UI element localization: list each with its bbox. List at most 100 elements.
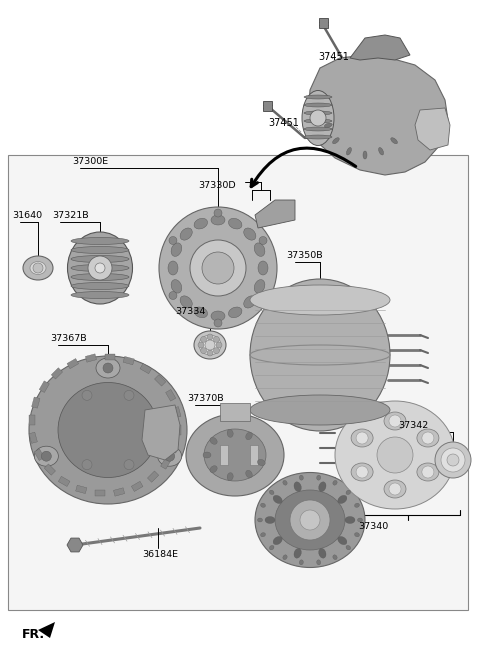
Circle shape bbox=[207, 350, 213, 356]
Bar bbox=[155, 374, 166, 386]
Text: 37451: 37451 bbox=[268, 118, 299, 128]
Ellipse shape bbox=[254, 243, 265, 256]
Ellipse shape bbox=[71, 246, 129, 254]
Bar bbox=[85, 354, 96, 362]
Ellipse shape bbox=[347, 148, 351, 155]
Circle shape bbox=[447, 454, 459, 466]
Ellipse shape bbox=[294, 549, 301, 558]
Ellipse shape bbox=[300, 475, 303, 480]
Ellipse shape bbox=[171, 280, 182, 293]
Ellipse shape bbox=[244, 228, 256, 240]
Polygon shape bbox=[415, 108, 450, 150]
Circle shape bbox=[435, 442, 471, 478]
Ellipse shape bbox=[227, 430, 233, 438]
Bar bbox=[147, 471, 159, 482]
Text: 36184E: 36184E bbox=[142, 550, 178, 559]
Ellipse shape bbox=[30, 261, 46, 275]
Ellipse shape bbox=[302, 91, 334, 145]
Ellipse shape bbox=[304, 95, 332, 99]
Ellipse shape bbox=[283, 555, 287, 560]
Circle shape bbox=[214, 209, 222, 217]
Ellipse shape bbox=[333, 480, 337, 485]
Ellipse shape bbox=[355, 503, 360, 507]
Ellipse shape bbox=[257, 459, 265, 466]
Text: 37370B: 37370B bbox=[187, 394, 224, 403]
Ellipse shape bbox=[210, 438, 217, 444]
Circle shape bbox=[389, 483, 401, 495]
Ellipse shape bbox=[265, 516, 275, 524]
Circle shape bbox=[377, 437, 413, 473]
Circle shape bbox=[201, 348, 206, 353]
Bar bbox=[263, 101, 272, 111]
Circle shape bbox=[300, 510, 320, 530]
Ellipse shape bbox=[71, 273, 129, 281]
Ellipse shape bbox=[346, 545, 350, 550]
Circle shape bbox=[41, 451, 51, 461]
Bar bbox=[39, 381, 49, 392]
Bar bbox=[123, 356, 134, 365]
Circle shape bbox=[82, 460, 92, 470]
Bar bbox=[250, 445, 258, 465]
Circle shape bbox=[290, 500, 330, 540]
Circle shape bbox=[310, 110, 326, 126]
Bar bbox=[76, 486, 87, 493]
Ellipse shape bbox=[261, 533, 265, 537]
Ellipse shape bbox=[199, 335, 221, 355]
Circle shape bbox=[201, 336, 206, 342]
Circle shape bbox=[207, 334, 213, 340]
Ellipse shape bbox=[58, 382, 158, 478]
Ellipse shape bbox=[254, 280, 265, 293]
Ellipse shape bbox=[275, 490, 345, 550]
Polygon shape bbox=[308, 55, 448, 175]
Ellipse shape bbox=[68, 232, 132, 304]
Text: 37340: 37340 bbox=[358, 522, 388, 531]
Circle shape bbox=[389, 415, 401, 427]
Text: 37350B: 37350B bbox=[286, 251, 323, 260]
Polygon shape bbox=[38, 622, 55, 638]
Polygon shape bbox=[142, 405, 180, 460]
Circle shape bbox=[82, 390, 92, 400]
Text: 37300E: 37300E bbox=[72, 157, 108, 166]
Ellipse shape bbox=[246, 470, 252, 478]
Ellipse shape bbox=[250, 279, 390, 431]
Ellipse shape bbox=[335, 401, 455, 509]
Circle shape bbox=[124, 460, 134, 470]
Ellipse shape bbox=[71, 256, 129, 263]
Bar bbox=[132, 482, 143, 491]
Bar bbox=[113, 487, 125, 496]
Bar bbox=[32, 397, 40, 408]
Text: FR.: FR. bbox=[22, 629, 45, 641]
Ellipse shape bbox=[250, 285, 390, 315]
Ellipse shape bbox=[250, 395, 390, 425]
Bar bbox=[67, 359, 79, 369]
Ellipse shape bbox=[180, 228, 192, 240]
Circle shape bbox=[205, 340, 215, 350]
Circle shape bbox=[214, 348, 219, 353]
Bar bbox=[161, 457, 171, 469]
Ellipse shape bbox=[171, 243, 182, 256]
Polygon shape bbox=[350, 35, 410, 60]
Ellipse shape bbox=[261, 503, 265, 507]
Ellipse shape bbox=[227, 472, 233, 481]
Ellipse shape bbox=[384, 480, 406, 498]
Bar bbox=[29, 415, 35, 425]
Ellipse shape bbox=[257, 518, 263, 522]
Ellipse shape bbox=[194, 218, 207, 229]
Ellipse shape bbox=[71, 265, 129, 271]
Ellipse shape bbox=[351, 429, 373, 447]
Circle shape bbox=[190, 240, 246, 296]
Circle shape bbox=[214, 336, 219, 342]
Ellipse shape bbox=[333, 555, 337, 560]
Bar bbox=[166, 390, 176, 401]
Ellipse shape bbox=[96, 358, 120, 378]
Ellipse shape bbox=[71, 283, 129, 290]
Ellipse shape bbox=[71, 292, 129, 298]
Ellipse shape bbox=[358, 518, 362, 522]
Ellipse shape bbox=[300, 560, 303, 565]
Circle shape bbox=[124, 390, 134, 400]
Bar bbox=[220, 403, 250, 421]
Bar bbox=[95, 490, 105, 496]
Bar bbox=[319, 18, 328, 28]
Circle shape bbox=[214, 319, 222, 327]
Ellipse shape bbox=[333, 138, 339, 144]
